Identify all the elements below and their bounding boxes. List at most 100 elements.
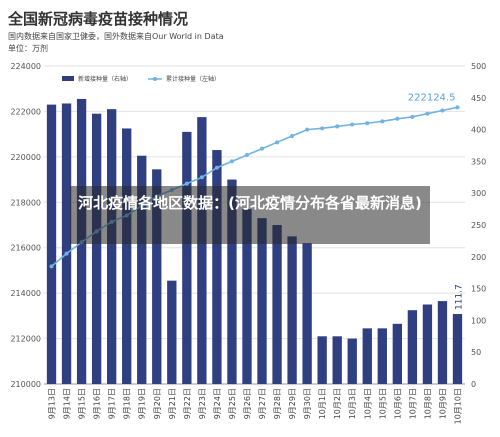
legend-bar-swatch	[62, 76, 74, 81]
source-note: 国内数据来自国家卫健委，国外数据来自Our World in Data	[8, 32, 224, 41]
x-tick-label: 10月1日	[318, 388, 327, 419]
x-tick-label: 9月28日	[273, 388, 282, 419]
line-point	[380, 119, 385, 124]
x-tick-label: 9月22日	[183, 388, 192, 419]
line-point	[335, 124, 340, 129]
chart-title: 全国新冠病毒疫苗接种情况	[8, 10, 189, 28]
line-point	[365, 121, 370, 126]
legend-line-marker	[153, 77, 157, 81]
x-tick-label: 9月16日	[93, 388, 102, 419]
right-tick-label: 400	[471, 126, 486, 135]
line-point	[199, 175, 204, 180]
line-point	[425, 111, 430, 116]
bar	[362, 328, 372, 384]
bar	[242, 209, 252, 384]
x-tick-label: 10月3日	[348, 388, 357, 419]
x-tick-label: 9月18日	[123, 388, 132, 419]
x-tick-label: 10月4日	[363, 388, 372, 419]
x-tick-label: 10月5日	[378, 388, 387, 419]
x-tick-label: 9月15日	[78, 388, 87, 419]
line-point	[214, 165, 219, 170]
x-tick-label: 9月29日	[288, 388, 297, 419]
x-tick-label: 9月17日	[108, 388, 117, 419]
line-point	[64, 251, 69, 256]
x-tick-label: 10月8日	[423, 388, 432, 419]
left-tick-label: 210000	[10, 380, 41, 389]
x-tick-label: 9月26日	[243, 388, 252, 419]
x-tick-label: 9月24日	[213, 388, 222, 419]
bar	[61, 103, 72, 384]
x-tick-label: 10月10日	[453, 388, 462, 424]
bar	[332, 336, 342, 384]
right-tick-label: 350	[471, 157, 486, 166]
bar	[317, 336, 327, 384]
overlay-banner: 河北疫情各地区数据：(河北疫情分布各省最新消息)	[70, 186, 430, 244]
bar	[392, 323, 403, 384]
x-tick-label: 10月7日	[408, 388, 417, 419]
bar	[152, 169, 162, 384]
x-tick-label: 9月20日	[153, 388, 162, 419]
line-point	[395, 116, 400, 121]
x-tick-label: 9月14日	[63, 388, 72, 419]
x-tick-label: 10月9日	[438, 388, 447, 419]
bar	[227, 179, 237, 384]
x-tick-label: 9月21日	[168, 388, 177, 419]
bar	[167, 280, 177, 384]
legend-bar-label: 新增接种量（右轴）	[78, 75, 132, 83]
right-tick-label: 100	[471, 316, 486, 325]
line-point	[275, 140, 280, 145]
right-tick-label: 200	[471, 253, 486, 262]
right-tick-label: 450	[471, 94, 486, 103]
line-end-label: 222124.5	[408, 92, 456, 103]
left-tick-label: 212000	[10, 335, 41, 344]
x-tick-label: 10月2日	[333, 388, 342, 419]
x-tick-label: 9月19日	[138, 388, 147, 419]
bar	[302, 243, 312, 384]
bar	[347, 338, 357, 384]
x-tick-label: 9月27日	[258, 388, 267, 419]
line-point	[410, 114, 415, 119]
line-point	[260, 146, 265, 151]
bar	[257, 218, 267, 384]
line-point	[320, 126, 325, 131]
bar	[106, 109, 117, 385]
left-tick-label: 216000	[10, 244, 41, 253]
bar	[287, 236, 297, 384]
bar	[377, 328, 387, 384]
left-tick-label: 218000	[10, 198, 41, 207]
bar-end-label: 111.7	[454, 284, 464, 310]
line-point	[305, 127, 310, 132]
bar	[212, 150, 222, 384]
right-tick-label: 250	[471, 221, 486, 230]
bar	[437, 301, 448, 384]
bar	[91, 113, 102, 384]
line-point	[184, 181, 189, 186]
bar	[122, 128, 132, 384]
bar	[182, 131, 192, 384]
unit-note: 单位：万剂	[8, 44, 48, 53]
left-tick-label: 214000	[10, 289, 41, 298]
x-tick-label: 9月13日	[48, 388, 57, 419]
line-point	[350, 122, 355, 127]
bar	[197, 117, 207, 384]
bar	[137, 155, 147, 384]
line-point	[290, 133, 295, 138]
x-tick-label: 9月30日	[303, 388, 312, 419]
legend-line-label: 累计接种量（左轴）	[166, 75, 220, 83]
bar	[452, 314, 463, 384]
left-tick-label: 224000	[10, 62, 41, 71]
right-tick-label: 150	[471, 285, 486, 294]
x-tick-label: 9月25日	[228, 388, 237, 419]
line-point	[244, 153, 249, 158]
right-tick-label: 50	[471, 348, 481, 357]
left-tick-label: 220000	[10, 153, 41, 162]
line-point	[455, 105, 460, 110]
left-tick-label: 222000	[10, 107, 41, 116]
bar	[272, 225, 282, 384]
bar	[407, 310, 418, 384]
right-tick-label: 0	[471, 380, 476, 389]
x-tick-label: 10月6日	[393, 388, 402, 419]
right-tick-label: 300	[471, 189, 486, 198]
bar	[422, 304, 433, 384]
